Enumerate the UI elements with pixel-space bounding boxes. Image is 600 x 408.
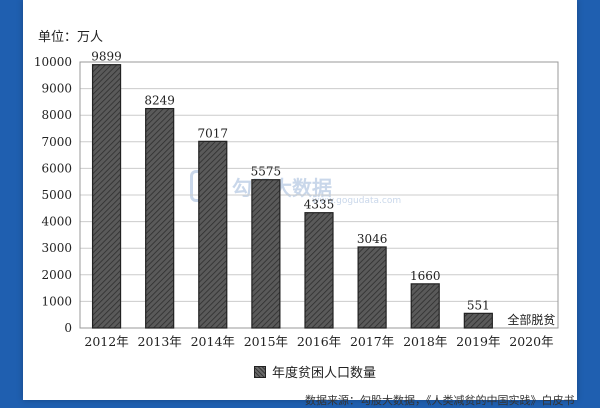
legend-label: 年度贫困人口数量 — [272, 366, 377, 381]
y-tick-label: 5000 — [41, 188, 72, 202]
data-label: 8249 — [144, 94, 175, 108]
legend-swatch — [254, 365, 266, 378]
x-tick-label: 2016年 — [297, 334, 341, 349]
y-tick-label: 4000 — [41, 215, 72, 229]
bar — [145, 107, 175, 329]
watermark-url: www.gogudata.com — [312, 196, 402, 206]
y-tick-label: 9000 — [41, 82, 72, 96]
y-tick-label: 8000 — [41, 108, 72, 122]
source-note: 数据来源：勾股大数据，《人类减贫的中国实践》白皮书 — [305, 394, 575, 407]
x-tick-label: 2017年 — [350, 334, 394, 349]
bar — [463, 312, 493, 329]
legend: 年度贫困人口数量 — [254, 362, 376, 381]
unit-label: 单位：万人 — [38, 30, 104, 45]
data-label: 全部脱贫 — [507, 312, 555, 327]
x-tick-label: 2014年 — [191, 334, 235, 349]
x-tick-label: 2018年 — [403, 334, 447, 349]
data-label: 551 — [467, 298, 490, 312]
y-tick-label: 6000 — [41, 161, 72, 175]
data-label: 4335 — [304, 198, 335, 212]
bar — [91, 64, 122, 329]
y-tick-label: 10000 — [34, 55, 72, 69]
data-label: 9899 — [91, 50, 122, 64]
data-label: 1660 — [410, 269, 441, 283]
bar — [410, 283, 440, 329]
y-tick-label: 7000 — [41, 135, 72, 149]
data-label: 3046 — [357, 232, 388, 246]
x-tick-label: 2013年 — [138, 334, 182, 349]
y-tick-label: 3000 — [41, 241, 72, 255]
data-label: 7017 — [198, 126, 229, 140]
bar — [304, 212, 334, 329]
data-label: 5575 — [251, 165, 282, 179]
bar — [198, 140, 228, 329]
x-tick-label: 2019年 — [456, 334, 500, 349]
x-tick-label: 2012年 — [84, 334, 128, 349]
bar — [251, 179, 281, 329]
x-tick-label: 2020年 — [509, 334, 553, 349]
bar — [357, 246, 387, 329]
y-tick-label: 2000 — [41, 268, 72, 282]
y-tick-label: 1000 — [41, 294, 72, 308]
y-tick-label: 0 — [64, 321, 72, 335]
x-tick-label: 2015年 — [244, 334, 288, 349]
